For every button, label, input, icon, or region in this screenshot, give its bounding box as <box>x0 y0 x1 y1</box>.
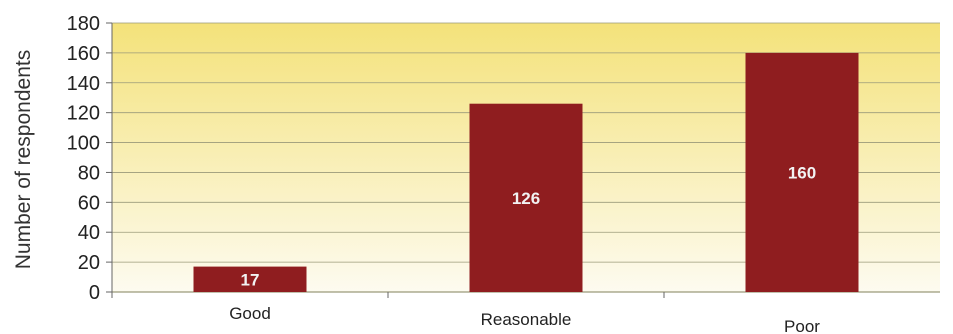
y-axis-ticks: 0 20 40 60 80 100 120 140 160 180 <box>67 13 113 304</box>
y-tick-label: 160 <box>67 43 100 65</box>
y-axis-label: Number of respondents <box>12 50 35 269</box>
x-category-label: Poor <box>784 317 820 334</box>
y-tick-label: 140 <box>67 73 100 95</box>
bar-reasonable <box>469 103 583 292</box>
data-label-good: 17 <box>241 270 260 289</box>
y-tick-label: 60 <box>78 192 100 214</box>
data-labels: 17 126 160 <box>241 163 817 289</box>
data-label-reasonable: 126 <box>512 189 540 208</box>
y-tick-label: 120 <box>67 103 100 125</box>
bar-good <box>193 266 307 292</box>
y-tick-label: 0 <box>89 282 100 304</box>
x-category-label: Good <box>229 304 271 323</box>
y-tick-label: 20 <box>78 252 100 274</box>
y-tick-label: 80 <box>78 162 100 184</box>
y-tick-label: 100 <box>67 133 100 155</box>
bar-poor <box>745 52 859 293</box>
data-label-poor: 160 <box>788 163 816 182</box>
x-category-label: Reasonable <box>481 310 572 329</box>
y-tick-label: 40 <box>78 222 100 244</box>
y-tick-label: 180 <box>67 13 100 35</box>
x-axis-categories: Good Reasonable Poor <box>111 292 820 334</box>
bars <box>193 52 859 293</box>
